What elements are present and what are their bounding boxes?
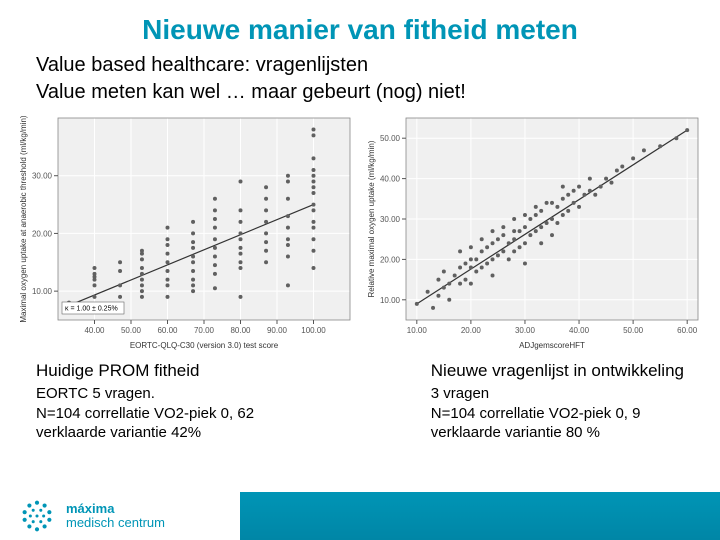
caption-right-line-2: N=104 correllatie VO2-piek 0, 9 [431,404,684,424]
svg-text:20.00: 20.00 [380,255,401,264]
svg-text:EORTC-QLQ-C30 (version 3.0) te: EORTC-QLQ-C30 (version 3.0) test score [130,341,279,350]
svg-text:50.00: 50.00 [121,326,142,335]
svg-text:40.00: 40.00 [84,326,105,335]
subtitle-line-2: Value meten kan wel … maar gebeurt (nog)… [36,79,720,106]
caption-left: Huidige PROM fitheid EORTC 5 vragen. N=1… [36,360,254,443]
svg-text:50.00: 50.00 [380,134,401,143]
svg-text:100.00: 100.00 [301,326,326,335]
brand-icon [18,497,56,535]
scatter-left: 40.00 50.00 60.00 70.00 80.00 90.00 100.00 10.0… [16,112,356,352]
svg-text:κ = 1.00 ± 0.25%: κ = 1.00 ± 0.25% [65,306,118,313]
svg-text:20.00: 20.00 [461,326,482,335]
caption-right-title: Nieuwe vragenlijst in ontwikkeling [431,360,684,382]
captions-row: Huidige PROM fitheid EORTC 5 vragen. N=1… [0,352,720,443]
caption-left-line-3: verklaarde variantie 42% [36,423,254,443]
footer-logo: máxima medisch centrum [0,492,240,540]
svg-text:30.00: 30.00 [515,326,536,335]
svg-text:70.00: 70.00 [194,326,215,335]
brand-line-2: medisch centrum [66,516,165,530]
caption-right: Nieuwe vragenlijst in ontwikkeling 3 vra… [431,360,684,443]
subtitle-block: Value based healthcare: vragenlijsten Va… [0,52,720,106]
svg-text:40.00: 40.00 [380,175,401,184]
caption-right-line-1: 3 vragen [431,384,684,404]
page-title: Nieuwe manier van fitheid meten [0,0,720,52]
svg-text:80.00: 80.00 [230,326,251,335]
svg-text:10.00: 10.00 [380,296,401,305]
caption-left-line-2: N=104 correllatie VO2-piek 0, 62 [36,404,254,424]
svg-text:30.00: 30.00 [32,172,53,181]
footer-bar: máxima medisch centrum [0,492,720,540]
svg-text:20.00: 20.00 [32,229,53,238]
svg-text:40.00: 40.00 [569,326,590,335]
chart-right: 10.00 20.00 30.00 40.00 50.00 60.00 10.00 20.00… [364,112,704,352]
svg-text:10.00: 10.00 [407,326,428,335]
chart-left: 40.00 50.00 60.00 70.00 80.00 90.00 100.00 10.0… [16,112,356,352]
svg-text:Relative maximal oxygen uptake: Relative maximal oxygen uptake (ml/kg/mi… [367,140,376,297]
caption-left-line-1: EORTC 5 vragen. [36,384,254,404]
footer-fill [240,492,720,540]
charts-row: 40.00 50.00 60.00 70.00 80.00 90.00 100.00 10.0… [0,112,720,352]
caption-right-line-3: verklaarde variantie 80 % [431,423,684,443]
scatter-right: 10.00 20.00 30.00 40.00 50.00 60.00 10.00 20.00… [364,112,704,352]
brand-line-1: máxima [66,502,165,516]
svg-text:ADJgemscoreHFT: ADJgemscoreHFT [519,341,585,350]
svg-text:60.00: 60.00 [157,326,178,335]
svg-text:50.00: 50.00 [623,326,644,335]
svg-text:90.00: 90.00 [267,326,288,335]
brand-text: máxima medisch centrum [66,502,165,531]
svg-text:10.00: 10.00 [32,287,53,296]
svg-text:Maximal oxygen uptake at anaer: Maximal oxygen uptake at anaerobic thres… [19,115,28,323]
svg-text:30.00: 30.00 [380,215,401,224]
subtitle-line-1: Value based healthcare: vragenlijsten [36,52,720,79]
caption-left-title: Huidige PROM fitheid [36,360,254,382]
svg-text:60.00: 60.00 [677,326,698,335]
